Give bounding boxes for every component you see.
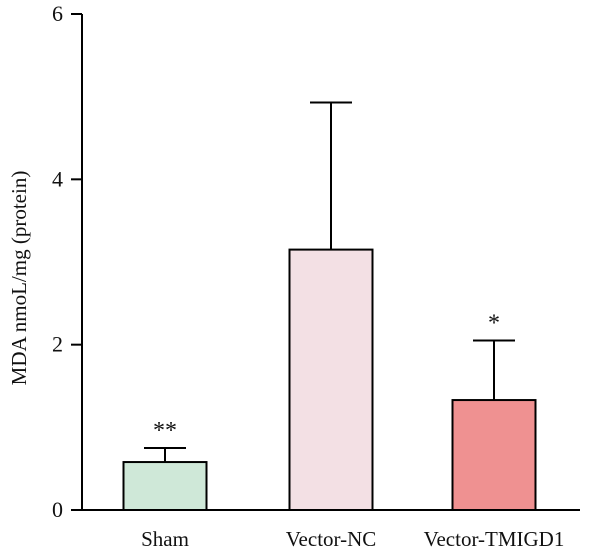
category-labels: Sham Vector-NC Vector-TMIGD1 [141, 527, 564, 551]
bar-vector-nc [288, 248, 374, 511]
significance-marker: ** [153, 418, 177, 444]
y-tick-label: 6 [52, 1, 63, 26]
x-category-label: Sham [141, 527, 189, 551]
y-axis-label: MDA nmoL/mg (protein) [7, 171, 31, 386]
y-ticks: 0 2 4 6 [52, 1, 82, 522]
y-tick-label: 2 [52, 332, 63, 357]
x-category-label: Vector-TMIGD1 [424, 527, 565, 551]
y-tick-label: 4 [52, 166, 63, 191]
error-bars [144, 101, 515, 463]
significance-marker: * [488, 311, 500, 337]
x-category-label: Vector-NC [286, 527, 377, 551]
y-tick-label: 0 [52, 497, 63, 522]
bars [122, 248, 537, 512]
bar-vector-tmigd1 [451, 399, 537, 512]
bar-sham [122, 461, 208, 512]
significance-annotations: *** [153, 311, 500, 444]
